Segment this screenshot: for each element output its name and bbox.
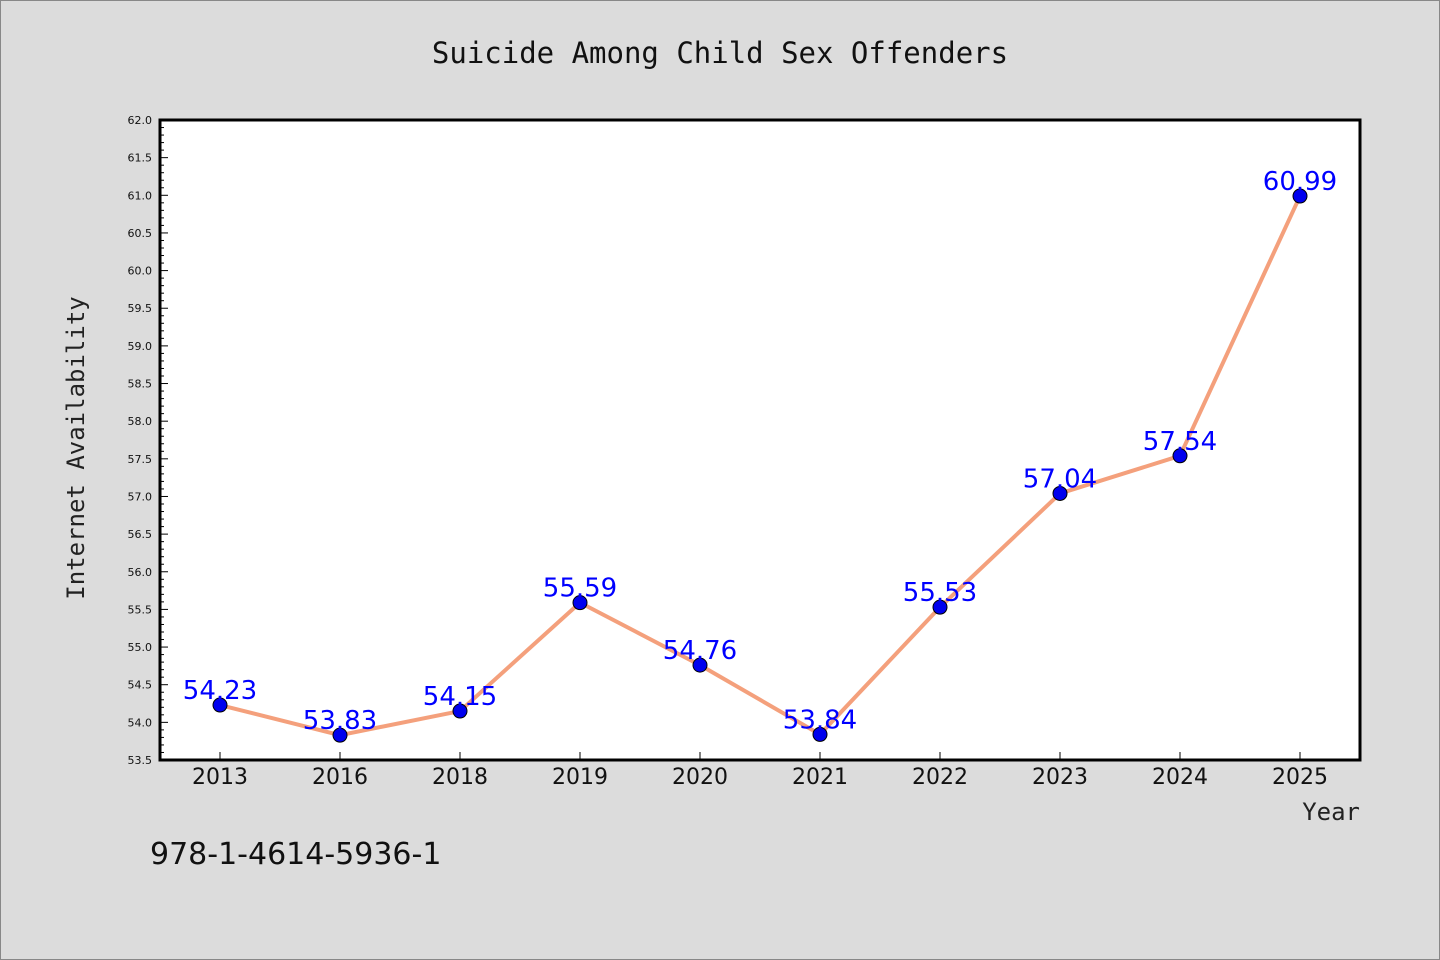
x-tick-label: 2020 — [672, 765, 728, 790]
data-point — [332, 727, 348, 743]
y-tick-label: 56.0 — [128, 566, 153, 579]
y-tick-label: 61.0 — [128, 189, 153, 202]
x-tick-label: 2022 — [912, 765, 968, 790]
series-layer: 54.23 53.83 54.15 55.59 54.76 53.84 55.53 57.04… — [183, 167, 1337, 743]
plot-area — [160, 120, 1360, 760]
y-tick-label: 58.0 — [128, 415, 153, 428]
data-value-label: 53.84 — [783, 705, 857, 735]
y-tick-label: 55.0 — [128, 641, 153, 654]
y-tick-label: 58.5 — [128, 378, 153, 391]
data-point — [1292, 188, 1308, 204]
x-tick-label: 2016 — [312, 765, 368, 790]
y-tick-label: 57.5 — [128, 453, 153, 466]
data-value-label: 57.04 — [1023, 464, 1097, 494]
data-value-label: 55.59 — [543, 574, 617, 604]
axis-ticks: 53.5 54.0 54.5 55.0 55.5 56.0 56.5 57.0 57.5 58.0… — [128, 114, 1329, 790]
y-tick-label: 59.0 — [128, 340, 153, 353]
data-value-label: 53.83 — [303, 706, 377, 736]
data-value-label: 57.54 — [1143, 427, 1217, 457]
data-value-label: 55.53 — [903, 578, 977, 608]
x-tick-label: 2013 — [192, 765, 248, 790]
data-point — [572, 595, 588, 611]
chart-title: Suicide Among Child Sex Offenders — [432, 36, 1008, 70]
y-tick-label: 60.0 — [128, 265, 153, 278]
data-point — [692, 657, 708, 673]
plot-frame — [158, 118, 1362, 762]
data-point — [812, 726, 828, 742]
y-tick-label: 54.0 — [128, 716, 153, 729]
y-tick-label: 59.5 — [128, 302, 153, 315]
x-axis-label: Year — [1302, 798, 1360, 826]
y-tick-label: 54.5 — [128, 679, 153, 692]
data-value-label: 54.76 — [663, 636, 737, 666]
y-tick-label: 60.5 — [128, 227, 153, 240]
y-axis-label: Internet Availability — [62, 296, 90, 599]
x-tick-label: 2021 — [792, 765, 848, 790]
series-line — [219, 195, 1302, 738]
y-tick-label: 57.0 — [128, 490, 153, 503]
data-point — [1052, 485, 1068, 501]
x-tick-label: 2018 — [432, 765, 488, 790]
y-tick-label: 53.5 — [128, 754, 153, 767]
y-tick-label: 62.0 — [128, 114, 153, 127]
data-point — [452, 703, 468, 719]
x-tick-label: 2019 — [552, 765, 608, 790]
x-tick-label: 2024 — [1152, 765, 1208, 790]
y-tick-label: 56.5 — [128, 528, 153, 541]
data-point — [212, 697, 228, 713]
isbn-caption: 978-1-4614-5936-1 — [150, 837, 441, 872]
y-tick-label: 55.5 — [128, 603, 153, 616]
data-point — [1172, 448, 1188, 464]
y-tick-label: 61.5 — [128, 152, 153, 165]
x-tick-label: 2025 — [1272, 765, 1328, 790]
data-point — [932, 599, 948, 615]
data-value-label: 54.23 — [183, 676, 257, 706]
data-value-label: 60.99 — [1263, 167, 1337, 197]
x-tick-label: 2023 — [1032, 765, 1088, 790]
data-value-label: 54.15 — [423, 682, 497, 712]
